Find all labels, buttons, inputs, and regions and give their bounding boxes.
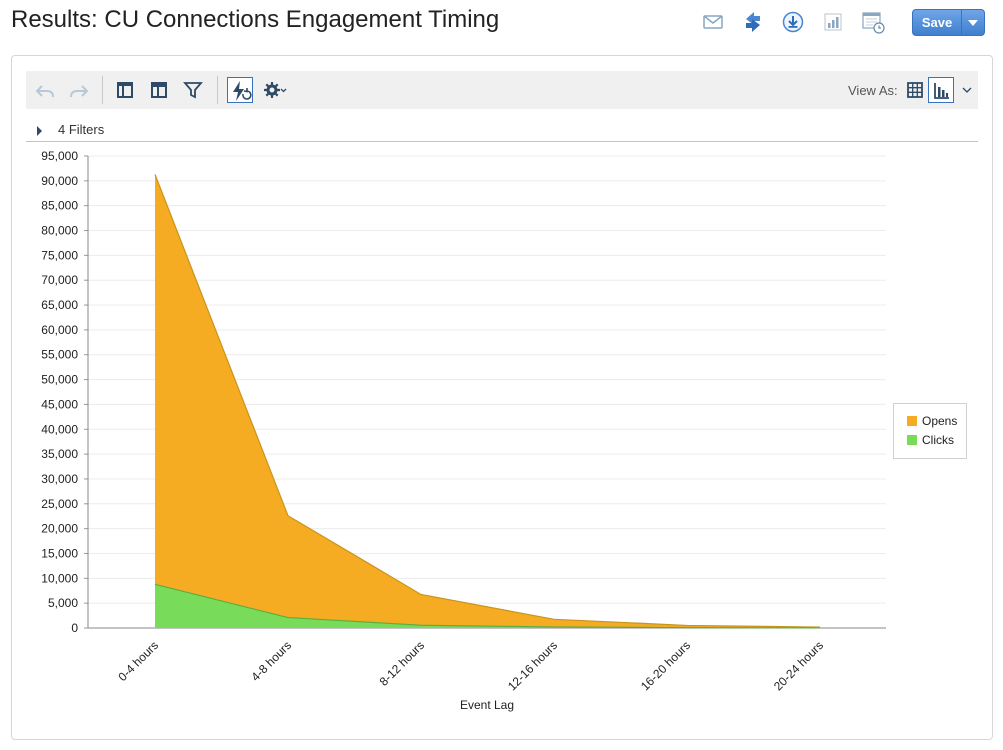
y-tick-label: 75,000 <box>41 248 78 262</box>
legend-label-clicks: Clicks <box>922 433 954 447</box>
y-tick-label: 80,000 <box>41 224 78 238</box>
toolbar-divider <box>217 76 218 104</box>
chart-view-icon[interactable] <box>928 77 954 103</box>
report-toolbar: View As: <box>26 71 978 109</box>
y-tick-label: 70,000 <box>41 273 78 287</box>
legend-swatch-opens <box>907 416 917 426</box>
download-icon[interactable] <box>780 9 806 35</box>
y-tick-label: 65,000 <box>41 298 78 312</box>
filters-divider <box>26 141 978 142</box>
filters-count-label[interactable]: 4 Filters <box>58 122 105 137</box>
y-tick-label: 10,000 <box>41 571 78 585</box>
y-tick-label: 85,000 <box>41 199 78 213</box>
series-line-clicks <box>154 583 821 629</box>
filter-icon[interactable] <box>180 77 206 103</box>
email-icon[interactable] <box>700 9 726 35</box>
y-tick-label: 5,000 <box>48 596 78 610</box>
y-tick-label: 90,000 <box>41 174 78 188</box>
save-button-group: Save <box>912 9 985 36</box>
x-tick-label: 12-16 hours <box>505 638 560 693</box>
view-as-label: View As: <box>848 83 898 98</box>
x-axis-title: Event Lag <box>460 698 514 712</box>
page-title: Results: CU Connections Engagement Timin… <box>11 6 500 33</box>
y-tick-label: 35,000 <box>41 447 78 461</box>
series-area-opens <box>155 174 820 628</box>
undo-icon[interactable] <box>32 77 58 103</box>
y-tick-label: 50,000 <box>41 373 78 387</box>
legend-swatch-clicks <box>907 435 917 445</box>
y-tick-label: 95,000 <box>41 149 78 163</box>
redo-icon[interactable] <box>66 77 92 103</box>
table-view-icon[interactable] <box>902 77 928 103</box>
legend-label-opens: Opens <box>922 414 958 428</box>
schedule-icon[interactable] <box>860 9 886 35</box>
series-area-clicks <box>155 584 820 628</box>
layout-icon[interactable] <box>112 77 138 103</box>
chart-legend: Opens Clicks <box>893 403 967 459</box>
expand-filters-icon[interactable] <box>36 123 44 136</box>
y-tick-label: 15,000 <box>41 546 78 560</box>
y-tick-label: 25,000 <box>41 497 78 511</box>
chevron-down-icon <box>968 19 978 26</box>
refresh-icon[interactable] <box>740 9 766 35</box>
save-dropdown-button[interactable] <box>962 10 984 35</box>
x-tick-label: 0-4 hours <box>115 638 161 684</box>
auto-refresh-icon[interactable] <box>227 77 253 103</box>
save-button[interactable]: Save <box>913 10 962 35</box>
y-tick-label: 55,000 <box>41 348 78 362</box>
view-options-chevron-icon[interactable] <box>954 77 972 103</box>
table-layout-icon[interactable] <box>146 77 172 103</box>
add-to-dashboard-icon[interactable] <box>820 9 846 35</box>
toolbar-divider <box>102 76 103 104</box>
x-tick-label: 16-20 hours <box>638 638 693 693</box>
x-tick-label: 8-12 hours <box>377 638 427 688</box>
y-tick-label: 60,000 <box>41 323 78 337</box>
y-tick-label: 20,000 <box>41 522 78 536</box>
x-tick-label: 4-8 hours <box>248 638 294 684</box>
x-tick-label: 20-24 hours <box>771 638 826 693</box>
y-tick-label: 40,000 <box>41 422 78 436</box>
series-line-opens <box>154 174 821 628</box>
y-tick-label: 45,000 <box>41 397 78 411</box>
y-tick-label: 0 <box>71 621 78 635</box>
settings-gear-icon[interactable] <box>262 77 288 103</box>
y-tick-label: 30,000 <box>41 472 78 486</box>
